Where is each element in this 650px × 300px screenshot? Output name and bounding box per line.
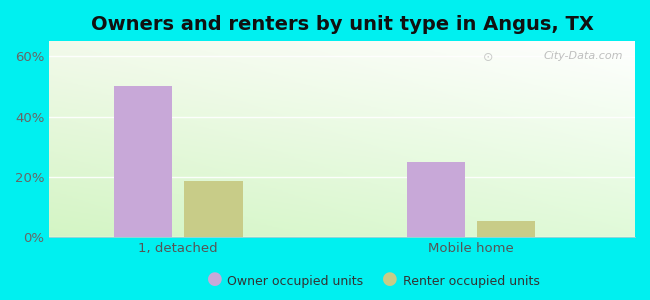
- Bar: [477, 220, 536, 237]
- Title: Owners and renters by unit type in Angus, TX: Owners and renters by unit type in Angus…: [91, 15, 593, 34]
- Text: City-Data.com: City-Data.com: [544, 51, 623, 61]
- Text: ⊙: ⊙: [483, 51, 493, 64]
- Bar: [184, 181, 242, 237]
- Bar: [407, 162, 465, 237]
- Text: ●: ●: [207, 270, 222, 288]
- Text: Renter occupied units: Renter occupied units: [403, 275, 540, 288]
- Text: ●: ●: [382, 270, 398, 288]
- Bar: [114, 86, 172, 237]
- Text: Owner occupied units: Owner occupied units: [227, 275, 363, 288]
